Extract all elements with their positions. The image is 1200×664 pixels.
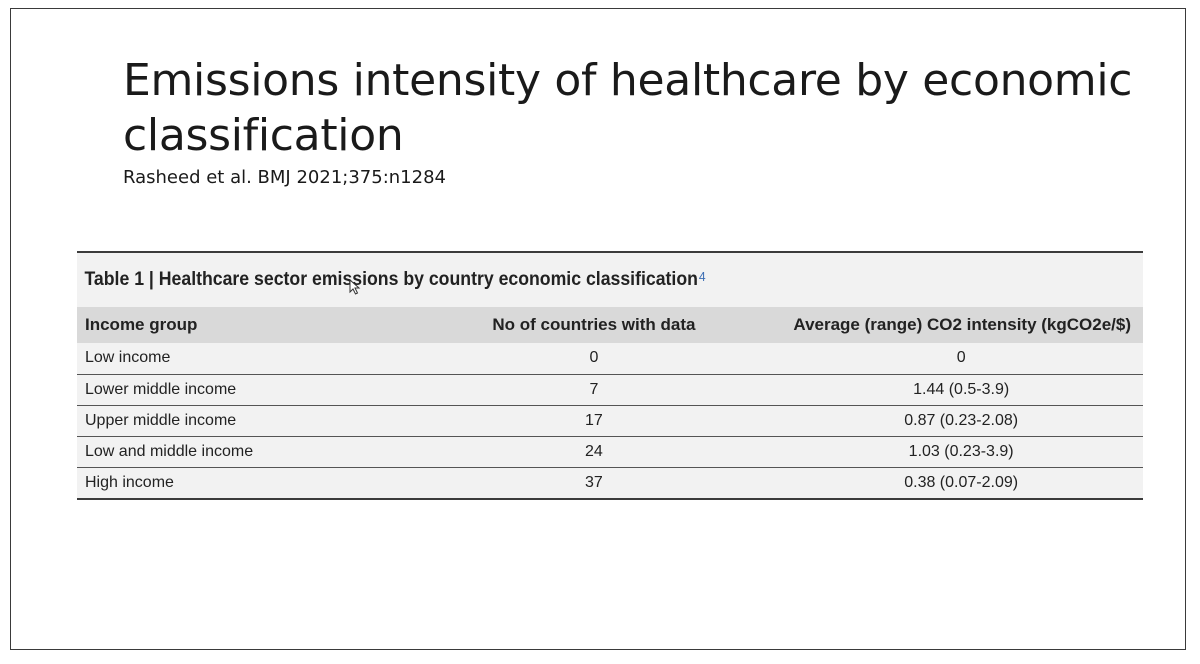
mouse-pointer-icon — [349, 279, 361, 295]
co2-intensity-cell: 0 — [956, 349, 966, 367]
income-group-cell: High income — [77, 466, 441, 498]
emissions-table: Table 1 | Healthcare sector emissions by… — [77, 251, 1143, 500]
table-caption-text: Table 1 | Healthcare sector emissions by… — [84, 269, 698, 290]
country-count-cell: 17 — [440, 404, 748, 436]
data-table: Income group No of countries with data A… — [77, 307, 1143, 498]
income-group-cell: Low income — [85, 349, 171, 367]
country-count-cell: 37 — [440, 466, 748, 498]
co2-intensity-cell: 0.87 (0.23-2.08) — [747, 404, 1143, 436]
table-caption: Table 1 | Healthcare sector emissions by… — [77, 253, 1068, 307]
income-group-cell: Low and middle income — [77, 435, 441, 467]
caption-reference[interactable]: 4 — [698, 268, 706, 284]
slide-title: Emissions intensity of healthcare by eco… — [123, 55, 1133, 161]
header-country-count: No of countries with data — [492, 315, 696, 334]
country-count-cell: 7 — [440, 373, 748, 405]
co2-intensity-cell: 1.03 (0.23-3.9) — [747, 435, 1143, 467]
co2-intensity-cell: 0.38 (0.07-2.09) — [747, 466, 1143, 498]
table-row: Lower middle income 7 1.44 (0.5-3.9) — [77, 373, 1143, 405]
table-header-row: Income group No of countries with data A… — [77, 307, 1143, 343]
citation: Rasheed et al. BMJ 2021;375:n1284 — [123, 167, 446, 188]
table-row: Low income 0 0 — [77, 343, 1143, 374]
income-group-cell: Upper middle income — [77, 404, 441, 436]
header-income-group: Income group — [85, 315, 198, 334]
table-row: Low and middle income 24 1.03 (0.23-3.9) — [77, 435, 1143, 467]
income-group-cell: Lower middle income — [77, 373, 441, 405]
table-row: High income 37 0.38 (0.07-2.09) — [77, 466, 1143, 498]
table-row: Upper middle income 17 0.87 (0.23-2.08) — [77, 404, 1143, 436]
header-co2-intensity: Average (range) CO2 intensity (kgCO2e/$) — [793, 315, 1131, 334]
co2-intensity-cell: 1.44 (0.5-3.9) — [747, 373, 1143, 405]
slide: Emissions intensity of healthcare by eco… — [10, 8, 1186, 650]
country-count-cell: 24 — [440, 435, 748, 467]
country-count-cell: 0 — [589, 349, 599, 367]
